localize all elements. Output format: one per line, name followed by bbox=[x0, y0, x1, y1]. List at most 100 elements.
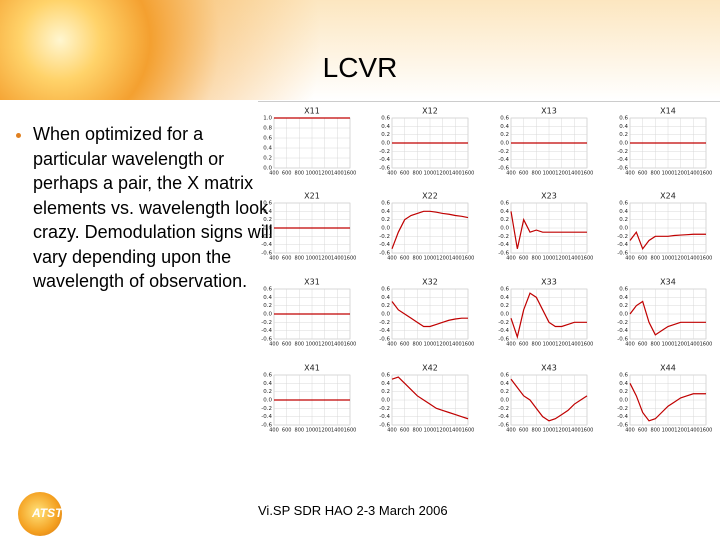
y-tick-label: -0.6 bbox=[498, 423, 509, 429]
y-tick-label: 0.2 bbox=[500, 303, 509, 309]
x-tick-label: 1200 bbox=[674, 171, 687, 177]
chart-title: X23 bbox=[541, 192, 557, 201]
x-tick-label: 1000 bbox=[543, 428, 556, 434]
small-chart: X32 -0.6 -0.4 -0.2 0.0 0.2 0.4 0.6 400 600 800 1000… bbox=[379, 278, 474, 348]
y-tick-label: -0.4 bbox=[617, 328, 628, 334]
x-tick-label: 1000 bbox=[543, 171, 556, 177]
x-tick-label: 1200 bbox=[555, 342, 568, 348]
x-tick-label: 1400 bbox=[331, 171, 344, 177]
slide-title: LCVR bbox=[322, 52, 398, 83]
y-tick-label: 0.0 bbox=[619, 312, 628, 318]
y-tick-label: -0.4 bbox=[498, 414, 509, 420]
y-tick-label: -0.2 bbox=[617, 149, 628, 155]
chart-title: X12 bbox=[422, 107, 438, 116]
x-tick-label: 600 bbox=[400, 256, 410, 262]
bullet: When optimized for a particular waveleng… bbox=[33, 122, 273, 294]
x-tick-label: 1600 bbox=[462, 428, 475, 434]
x-tick-label: 400 bbox=[625, 342, 635, 348]
x-tick-label: 400 bbox=[506, 171, 516, 177]
small-chart: X21 -0.6 -0.4 -0.2 0.0 0.2 0.4 0.6 400 600 800 1000… bbox=[261, 192, 356, 262]
small-chart: X34 -0.6 -0.4 -0.2 0.0 0.2 0.4 0.6 400 600 800 1000… bbox=[617, 278, 712, 348]
x-tick-label: 1400 bbox=[568, 256, 581, 262]
x-tick-label: 400 bbox=[387, 256, 397, 262]
data-line bbox=[629, 300, 706, 336]
data-line bbox=[629, 383, 706, 422]
small-chart: X22 -0.6 -0.4 -0.2 0.0 0.2 0.4 0.6 400 600 800 1000… bbox=[379, 192, 474, 262]
x-tick-label: 400 bbox=[506, 256, 516, 262]
data-line bbox=[391, 301, 468, 328]
small-chart: X11 0.0 0.2 0.4 0.6 0.8 1.0 400 600 800 1000 1200 14… bbox=[263, 107, 356, 177]
x-tick-label: 800 bbox=[413, 171, 423, 177]
chart-title: X33 bbox=[541, 278, 557, 287]
y-tick-label: -0.6 bbox=[617, 251, 628, 257]
x-tick-label: 1400 bbox=[568, 171, 581, 177]
x-tick-label: 1200 bbox=[318, 256, 331, 262]
x-tick-label: 600 bbox=[638, 428, 648, 434]
chart-title: X34 bbox=[660, 278, 676, 287]
logo: ATST bbox=[18, 492, 62, 536]
y-tick-label: 0.6 bbox=[500, 287, 509, 293]
x-tick-label: 600 bbox=[400, 171, 410, 177]
x-tick-label: 800 bbox=[413, 428, 423, 434]
y-tick-label: 0.2 bbox=[500, 389, 509, 395]
y-tick-label: -0.6 bbox=[379, 337, 390, 343]
y-tick-label: 0.4 bbox=[263, 146, 272, 152]
y-tick-label: 0.2 bbox=[263, 217, 272, 223]
y-tick-label: 0.2 bbox=[381, 389, 390, 395]
y-tick-label: -0.6 bbox=[498, 337, 509, 343]
x-tick-label: 600 bbox=[282, 171, 292, 177]
y-tick-label: -0.4 bbox=[379, 414, 390, 420]
x-tick-label: 1200 bbox=[436, 428, 449, 434]
y-tick-label: -0.4 bbox=[261, 242, 272, 248]
y-tick-label: 0.2 bbox=[619, 389, 628, 395]
y-tick-label: -0.6 bbox=[261, 337, 272, 343]
y-tick-label: 0.6 bbox=[619, 116, 628, 122]
x-tick-label: 400 bbox=[625, 428, 635, 434]
y-tick-label: -0.6 bbox=[379, 251, 390, 257]
y-tick-label: 0.0 bbox=[381, 226, 390, 232]
x-tick-label: 1400 bbox=[331, 342, 344, 348]
x-tick-label: 1000 bbox=[306, 342, 319, 348]
x-tick-label: 1400 bbox=[687, 428, 700, 434]
y-tick-label: 0.4 bbox=[619, 295, 628, 301]
chart-title: X32 bbox=[422, 278, 438, 287]
y-tick-label: -0.2 bbox=[261, 320, 272, 326]
x-tick-label: 1600 bbox=[344, 171, 357, 177]
x-tick-label: 1600 bbox=[462, 171, 475, 177]
x-tick-label: 400 bbox=[269, 428, 279, 434]
y-tick-label: 0.4 bbox=[619, 209, 628, 215]
x-tick-label: 1400 bbox=[449, 171, 462, 177]
y-tick-label: 0.6 bbox=[500, 373, 509, 379]
x-tick-label: 1000 bbox=[306, 171, 319, 177]
y-tick-label: -0.4 bbox=[617, 414, 628, 420]
y-tick-label: 0.0 bbox=[619, 398, 628, 404]
y-tick-label: 0.4 bbox=[263, 209, 272, 215]
y-tick-label: 0.4 bbox=[381, 295, 390, 301]
small-chart: X12 -0.6 -0.4 -0.2 0.0 0.2 0.4 0.6 400 600 800 1000… bbox=[379, 107, 474, 177]
x-tick-label: 1600 bbox=[462, 256, 475, 262]
x-tick-label: 800 bbox=[651, 171, 661, 177]
y-tick-label: 0.2 bbox=[381, 132, 390, 138]
data-line bbox=[510, 211, 587, 249]
x-tick-label: 600 bbox=[400, 428, 410, 434]
y-tick-label: 0.0 bbox=[619, 141, 628, 147]
y-tick-label: 0.4 bbox=[263, 295, 272, 301]
small-chart: X14 -0.6 -0.4 -0.2 0.0 0.2 0.4 0.6 400 600 800 1000… bbox=[617, 107, 712, 177]
x-tick-label: 1000 bbox=[424, 428, 437, 434]
y-tick-label: 0.6 bbox=[263, 201, 272, 207]
small-chart: X42 -0.6 -0.4 -0.2 0.0 0.2 0.4 0.6 400 600 800 1000… bbox=[379, 364, 474, 434]
footer: Vi.SP SDR HAO 2-3 March 2006 bbox=[258, 503, 448, 518]
y-tick-label: 0.4 bbox=[619, 381, 628, 387]
x-tick-label: 400 bbox=[506, 428, 516, 434]
y-tick-label: 0.2 bbox=[619, 217, 628, 223]
small-chart: X31 -0.6 -0.4 -0.2 0.0 0.2 0.4 0.6 400 600 800 1000… bbox=[261, 278, 356, 348]
x-tick-label: 1200 bbox=[555, 428, 568, 434]
y-tick-label: 0.0 bbox=[263, 398, 272, 404]
chart-title: X11 bbox=[304, 107, 320, 116]
x-tick-label: 1200 bbox=[555, 171, 568, 177]
x-tick-label: 1000 bbox=[424, 342, 437, 348]
y-tick-label: 0.6 bbox=[263, 287, 272, 293]
y-tick-label: 0.2 bbox=[381, 217, 390, 223]
x-tick-label: 1600 bbox=[700, 171, 713, 177]
